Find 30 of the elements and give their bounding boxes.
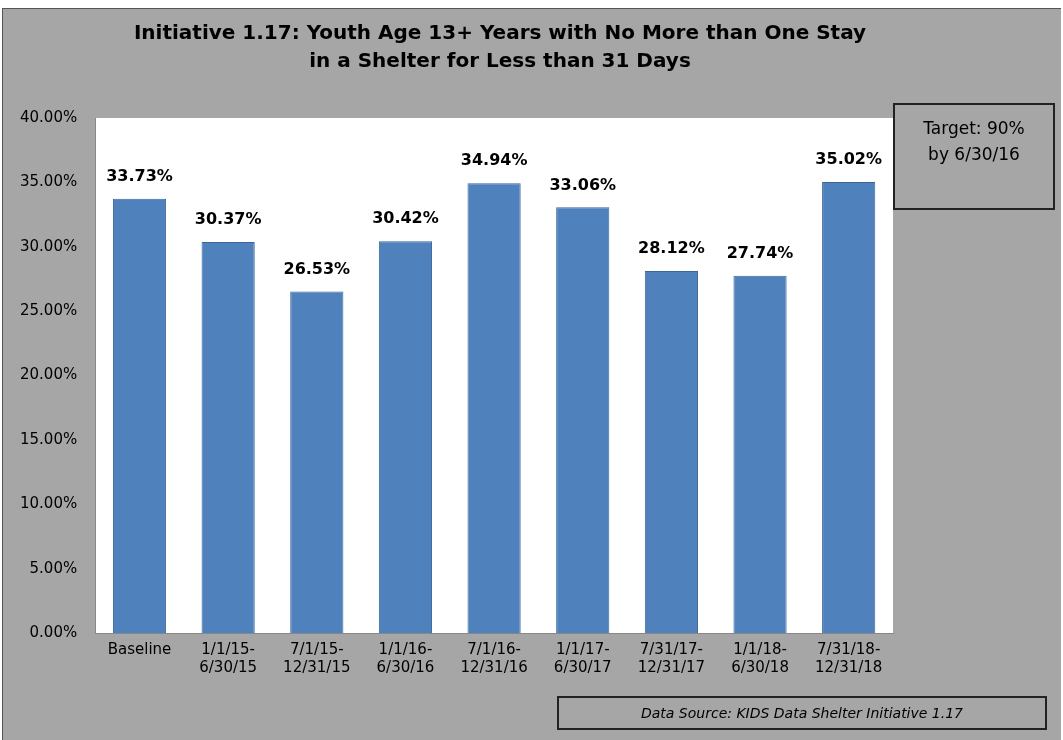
x-tick-label: 1/1/17-6/30/17 <box>553 639 612 676</box>
data-label: 33.73% <box>106 165 173 185</box>
data-label: 35.02% <box>815 149 882 169</box>
x-tick-label: 7/31/18-12/31/18 <box>814 639 883 676</box>
x-tick-label: 1/1/16-6/30/16 <box>376 639 435 676</box>
data-label: 34.94% <box>460 150 528 170</box>
x-tick-label: 1/1/18-6/30/18 <box>731 639 789 676</box>
source-note: Data Source: KIDS Data Shelter Initiative 1.17 <box>557 696 1047 730</box>
x-tick-label: 7/31/17-12/31/17 <box>637 639 706 676</box>
x-tick-label: 1/1/15-6/30/15 <box>199 639 258 676</box>
x-tick-label: 7/1/15-12/31/15 <box>283 639 351 676</box>
y-tick-label: 30.00% <box>19 236 78 255</box>
data-label: 27.74% <box>726 243 794 262</box>
data-label: 28.12% <box>638 238 705 258</box>
data-label: 30.37% <box>194 209 262 229</box>
y-tick-label: 5.00% <box>29 558 78 577</box>
x-tick-label: 7/1/16-12/31/16 <box>460 639 528 676</box>
data-label: 26.53% <box>283 258 351 278</box>
data-label: 33.06% <box>549 174 617 194</box>
y-tick-label: 15.00% <box>19 429 78 448</box>
chart-title: Initiative 1.17: Youth Age 13+ Years with No More than One Stay in a Shelter for Less than 31 Days <box>132 19 868 74</box>
y-tick-label: 35.00% <box>19 172 78 191</box>
y-tick-label: 40.00% <box>19 107 78 126</box>
data-label: 30.42% <box>372 208 439 228</box>
y-tick-label: 20.00% <box>19 365 78 384</box>
y-tick-label: 10.00% <box>19 494 78 513</box>
y-tick-label: 25.00% <box>19 301 78 320</box>
x-tick-label: Baseline <box>107 639 172 658</box>
text: Target: 90% by 6/30/16 <box>893 103 1055 210</box>
y-tick-label: 0.00% <box>29 622 78 641</box>
